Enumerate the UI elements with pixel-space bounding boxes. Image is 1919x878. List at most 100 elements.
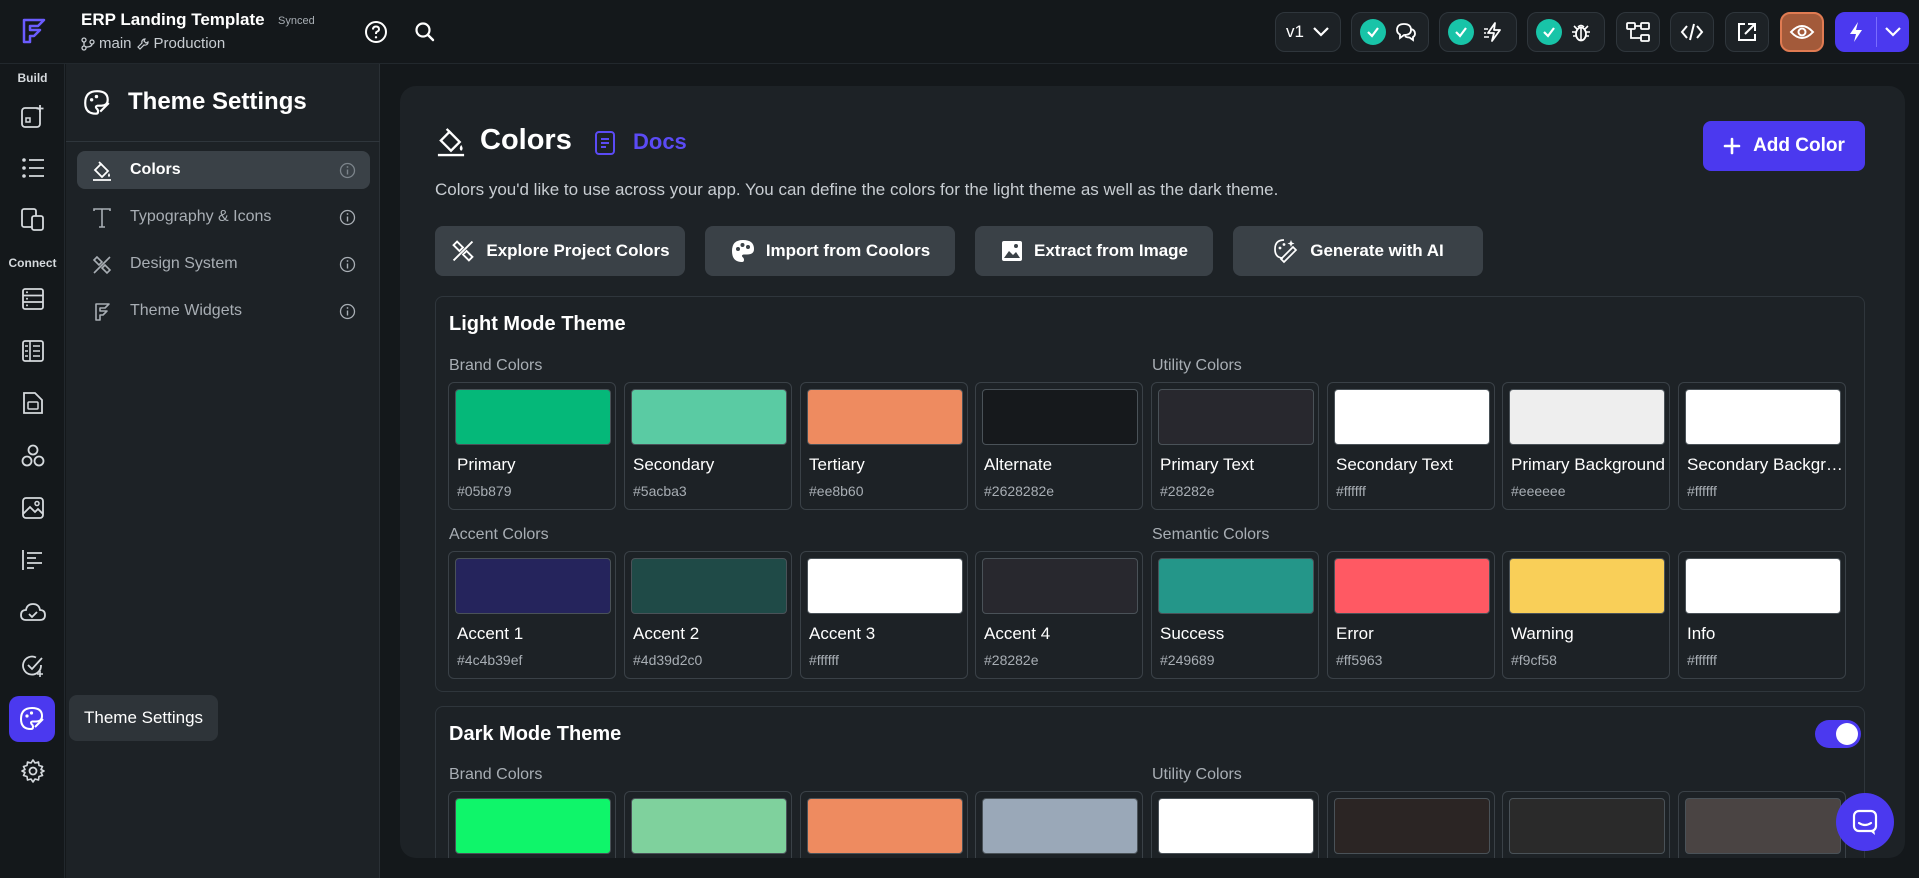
color-name: Accent 3	[809, 624, 876, 643]
search-icon[interactable]	[411, 18, 439, 46]
nav-item-design-system[interactable]: Design System	[77, 245, 370, 283]
document-icon[interactable]	[593, 130, 617, 156]
docs-link[interactable]: Docs	[633, 129, 687, 154]
dark-color-card[interactable]	[448, 791, 616, 858]
color-card-accent-1[interactable]: Accent 1 #4c4b39ef	[448, 551, 616, 679]
color-card-primary[interactable]: Primary #05b879	[448, 382, 616, 510]
color-swatch	[455, 558, 611, 614]
dark-color-card[interactable]	[1502, 791, 1670, 858]
add-color-button[interactable]: Add Color	[1703, 121, 1865, 171]
media-assets-icon[interactable]	[12, 382, 54, 424]
nav-item-label: Theme Widgets	[130, 302, 243, 319]
color-card-info[interactable]: Info #ffffff	[1678, 551, 1846, 679]
theme-settings-icon[interactable]	[9, 696, 55, 742]
chevron-down-icon[interactable]	[1884, 26, 1902, 38]
dark-mode-toggle[interactable]	[1815, 720, 1861, 748]
plus-icon	[1723, 137, 1741, 155]
info-icon[interactable]	[339, 162, 356, 179]
align-left-icon[interactable]	[12, 539, 54, 581]
color-name: Accent 2	[633, 624, 700, 643]
color-hex: #ffffff	[809, 652, 839, 668]
code-icon	[1680, 21, 1704, 43]
color-hex: #5acba3	[633, 483, 687, 499]
info-icon[interactable]	[339, 256, 356, 273]
import-from-coolors-button[interactable]: Import from Coolors	[705, 226, 955, 276]
color-hex: #28282e	[984, 652, 1039, 668]
cloud-icon[interactable]	[12, 592, 54, 634]
nav-item-typography[interactable]: Typography & Icons	[77, 198, 370, 236]
color-card-accent-3[interactable]: Accent 3 #ffffff	[800, 551, 968, 679]
dark-color-card[interactable]	[975, 791, 1143, 858]
color-card-warning[interactable]: Warning #f9cf58	[1502, 551, 1670, 679]
check-icon	[1448, 19, 1474, 45]
extract-from-image-button[interactable]: Extract from Image	[975, 226, 1213, 276]
color-card-accent-2[interactable]: Accent 2 #4d39d2c0	[624, 551, 792, 679]
comments-status-button[interactable]	[1351, 12, 1429, 52]
test-check-icon[interactable]	[12, 645, 54, 687]
semantic-colors-label: Semantic Colors	[1152, 526, 1270, 543]
add-page-icon[interactable]	[12, 95, 54, 137]
color-card-secondary[interactable]: Secondary #5acba3	[624, 382, 792, 510]
code-view-button[interactable]	[1670, 12, 1714, 52]
color-card-accent-4[interactable]: Accent 4 #28282e	[975, 551, 1143, 679]
support-chat-button[interactable]	[1836, 793, 1894, 851]
color-card-primary-background[interactable]: Primary Background #eeeeee	[1502, 382, 1670, 510]
actions-status-button[interactable]	[1439, 12, 1517, 52]
dark-color-card[interactable]	[1678, 791, 1846, 858]
color-card-success[interactable]: Success #249689	[1151, 551, 1319, 679]
branch-info[interactable]: main Production	[81, 35, 225, 52]
preview-button[interactable]	[1780, 12, 1824, 52]
nav-item-label: Design System	[130, 255, 238, 272]
dark-color-card[interactable]	[624, 791, 792, 858]
debug-status-button[interactable]	[1527, 12, 1605, 52]
info-icon[interactable]	[339, 303, 356, 320]
nav-item-label: Colors	[130, 161, 181, 178]
theme-settings-tooltip: Theme Settings	[69, 695, 219, 741]
button-label: Generate with AI	[1310, 241, 1444, 260]
dark-color-card[interactable]	[1151, 791, 1319, 858]
color-card-primary-text[interactable]: Primary Text #28282e	[1151, 382, 1319, 510]
wrench-icon	[136, 37, 150, 51]
help-icon[interactable]	[362, 18, 390, 46]
color-hex: #4c4b39ef	[457, 652, 523, 668]
color-card-tertiary[interactable]: Tertiary #ee8b60	[800, 382, 968, 510]
connect-section-label: Connect	[8, 256, 57, 270]
color-card-alternate[interactable]: Alternate #2628282e	[975, 382, 1143, 510]
color-name: Primary Text	[1160, 455, 1255, 474]
run-button[interactable]	[1835, 12, 1909, 52]
generate-with-ai-button[interactable]: Generate with AI	[1233, 226, 1483, 276]
version-selector[interactable]: v1	[1275, 12, 1341, 52]
color-name: Warning	[1511, 624, 1574, 643]
color-hex: #28282e	[1160, 483, 1215, 499]
nav-item-theme-widgets[interactable]: Theme Widgets	[77, 292, 370, 330]
explore-project-colors-button[interactable]: Explore Project Colors	[435, 226, 685, 276]
brand-colors-label: Brand Colors	[449, 766, 543, 783]
info-icon[interactable]	[339, 209, 356, 226]
branch-icon	[81, 36, 95, 51]
color-card-error[interactable]: Error #ff5963	[1327, 551, 1495, 679]
color-swatch	[982, 389, 1138, 445]
nav-item-colors[interactable]: Colors	[77, 151, 370, 189]
panel-header: Theme Settings	[66, 64, 380, 142]
section-title: Light Mode Theme	[449, 313, 626, 335]
color-hex: #4d39d2c0	[633, 652, 703, 668]
utility-colors-label: Utility Colors	[1152, 357, 1242, 374]
integrations-icon[interactable]	[12, 435, 54, 477]
responsive-devices-icon[interactable]	[12, 198, 54, 240]
magic-wand-icon	[1272, 237, 1300, 265]
open-external-button[interactable]	[1725, 12, 1769, 52]
color-card-secondary-text[interactable]: Secondary Text #ffffff	[1327, 382, 1495, 510]
dark-color-card[interactable]	[1327, 791, 1495, 858]
data-types-icon[interactable]	[12, 330, 54, 372]
color-card-secondary-background[interactable]: Secondary Background #ffffff	[1678, 382, 1846, 510]
project-title[interactable]: ERP Landing Template	[81, 10, 265, 29]
panel-title: Theme Settings	[128, 88, 307, 115]
flutterflow-logo-icon[interactable]	[16, 14, 50, 48]
widget-tree-icon[interactable]	[12, 147, 54, 189]
project-tree-button[interactable]	[1616, 12, 1660, 52]
dark-color-card[interactable]	[800, 791, 968, 858]
image-icon[interactable]	[12, 487, 54, 529]
settings-gear-icon[interactable]	[12, 750, 54, 792]
lightning-icon	[1482, 21, 1506, 43]
database-icon[interactable]	[12, 278, 54, 320]
